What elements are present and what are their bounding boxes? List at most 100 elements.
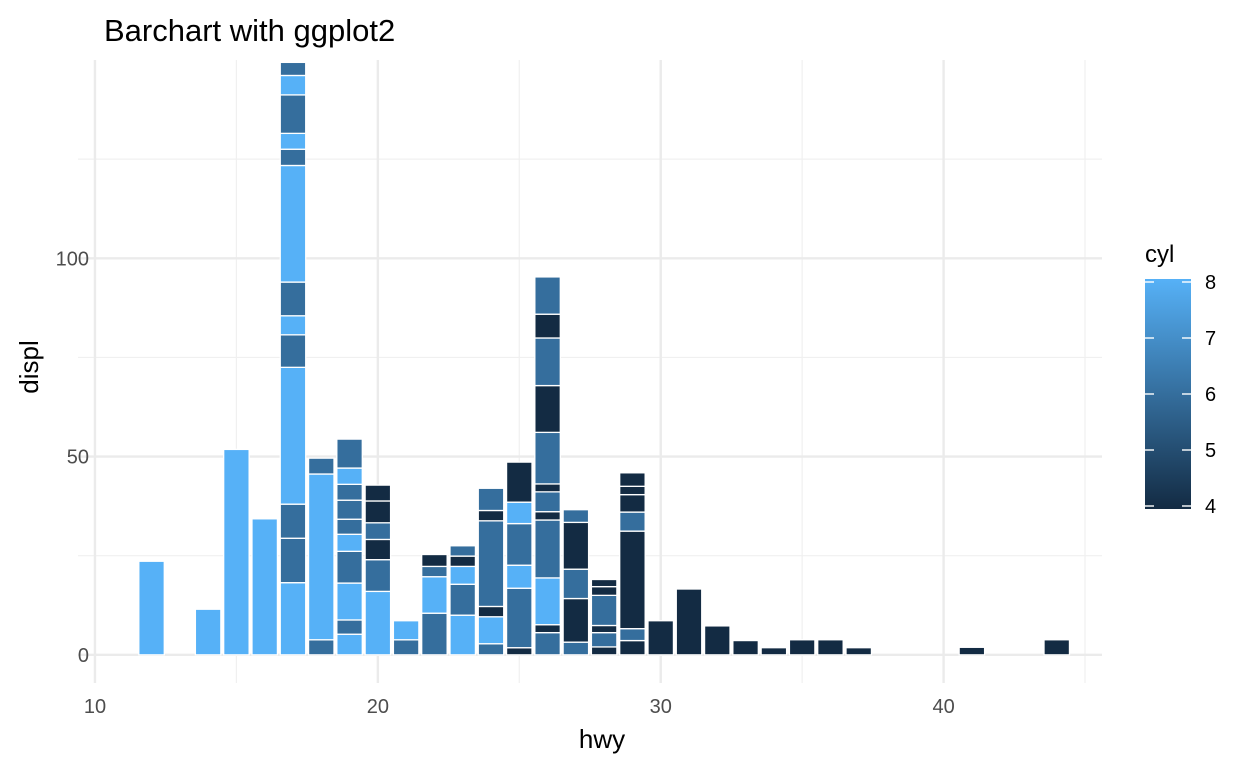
legend-ticks: 8 7 6 5 4: [1145, 272, 1216, 518]
bar-segment: [449, 555, 477, 568]
y-axis-ticks: 0 50 100: [56, 248, 89, 667]
y-axis-title: displ: [14, 340, 44, 393]
bar-segment: [279, 315, 307, 336]
bar-segment: [562, 521, 590, 570]
bar-segment: [534, 276, 561, 315]
legend-label: 7: [1205, 328, 1216, 350]
bar-segment: [336, 633, 363, 656]
legend-label: 8: [1205, 272, 1216, 294]
bar-segment: [590, 585, 618, 597]
bar-segment: [817, 639, 844, 656]
bar-segment: [477, 605, 505, 618]
bar-segment: [845, 647, 873, 656]
bar-segment: [251, 518, 279, 656]
bar-segment: [477, 616, 505, 645]
bar-segment: [1043, 639, 1071, 656]
bar-segment: [534, 511, 561, 521]
bar-segment: [421, 565, 448, 578]
bar-segment: [590, 624, 618, 634]
bar-segment: [279, 366, 307, 505]
y-tick-label: 0: [78, 645, 89, 667]
bar-segment: [279, 61, 307, 77]
x-axis-ticks: 10 20 30 40: [84, 696, 955, 718]
bar-segment: [364, 484, 392, 502]
bar-segment: [505, 522, 533, 566]
bar-segment: [477, 520, 505, 608]
bar-segment: [392, 639, 420, 656]
legend-title: cyl: [1145, 241, 1174, 268]
bar-segment: [534, 577, 561, 626]
bar-segment: [703, 625, 731, 656]
bar-segment: [336, 483, 363, 501]
legend-label: 5: [1205, 440, 1216, 462]
x-tick-label: 40: [932, 696, 954, 718]
bar-segment: [279, 164, 307, 283]
bar-segment: [336, 619, 363, 635]
bar-segment: [505, 564, 533, 589]
x-axis-title: hwy: [579, 724, 625, 754]
y-tick-label: 100: [56, 248, 89, 270]
bar-segment: [279, 582, 307, 656]
bar-segment: [336, 499, 363, 520]
bar-segment: [421, 553, 448, 568]
bar-segment: [562, 568, 590, 600]
bar-segment: [336, 438, 363, 469]
bar-segment: [562, 597, 590, 643]
x-tick-label: 30: [650, 696, 672, 718]
bar-segment: [788, 639, 816, 656]
bar-segment: [534, 384, 561, 434]
bar-segment: [562, 641, 590, 656]
bar-segment: [449, 583, 477, 616]
bar-segment: [449, 565, 477, 585]
bar-segment: [505, 461, 533, 503]
bar-segment: [619, 493, 646, 513]
bar-segment: [675, 588, 703, 656]
bar-segment: [760, 647, 788, 656]
bar-segment: [619, 530, 646, 630]
bar-segment: [590, 594, 618, 627]
bar-segment: [534, 483, 561, 493]
bar-segment: [364, 500, 392, 524]
bar-segment: [477, 643, 505, 656]
bar-segment: [421, 612, 448, 656]
color-legend: cyl 8 7 6 5 4: [1145, 241, 1216, 518]
x-tick-label: 10: [84, 696, 106, 718]
bar-segment: [534, 631, 561, 656]
y-tick-label: 50: [67, 447, 89, 469]
bar-segment: [619, 485, 646, 496]
bar-segment: [534, 431, 561, 485]
bar-segment: [364, 522, 392, 541]
bar-segment: [449, 614, 477, 656]
bar-segment: [307, 457, 335, 475]
bar-segment: [421, 576, 448, 614]
bar-segment: [336, 467, 363, 485]
bar-segment: [364, 559, 392, 593]
bar-segment: [590, 631, 618, 648]
bar-segment: [477, 509, 505, 522]
bar-segment: [194, 608, 222, 656]
bar-segment: [534, 519, 561, 579]
bar-segment: [279, 334, 307, 368]
bar-segment: [223, 448, 250, 656]
bar-segment: [647, 620, 675, 656]
bar-segment: [307, 473, 335, 641]
bar-segment: [534, 337, 561, 387]
bar-segment: [562, 509, 590, 524]
bar-segment: [505, 647, 533, 656]
bar-segment: [590, 646, 618, 656]
bar-segment: [534, 313, 561, 339]
bar-segment: [505, 501, 533, 525]
bar-segment: [619, 472, 646, 487]
bar-segment: [336, 582, 363, 621]
bar-segment: [279, 503, 307, 539]
bar-segment: [958, 646, 986, 656]
bar-segment: [477, 487, 505, 512]
bar-segment: [392, 620, 420, 641]
legend-label: 4: [1205, 496, 1216, 518]
bar-segment: [279, 74, 307, 96]
x-tick-label: 20: [367, 696, 389, 718]
bars-layer: [138, 61, 1071, 656]
bar-segment: [279, 132, 307, 150]
bar-segment: [364, 590, 392, 656]
